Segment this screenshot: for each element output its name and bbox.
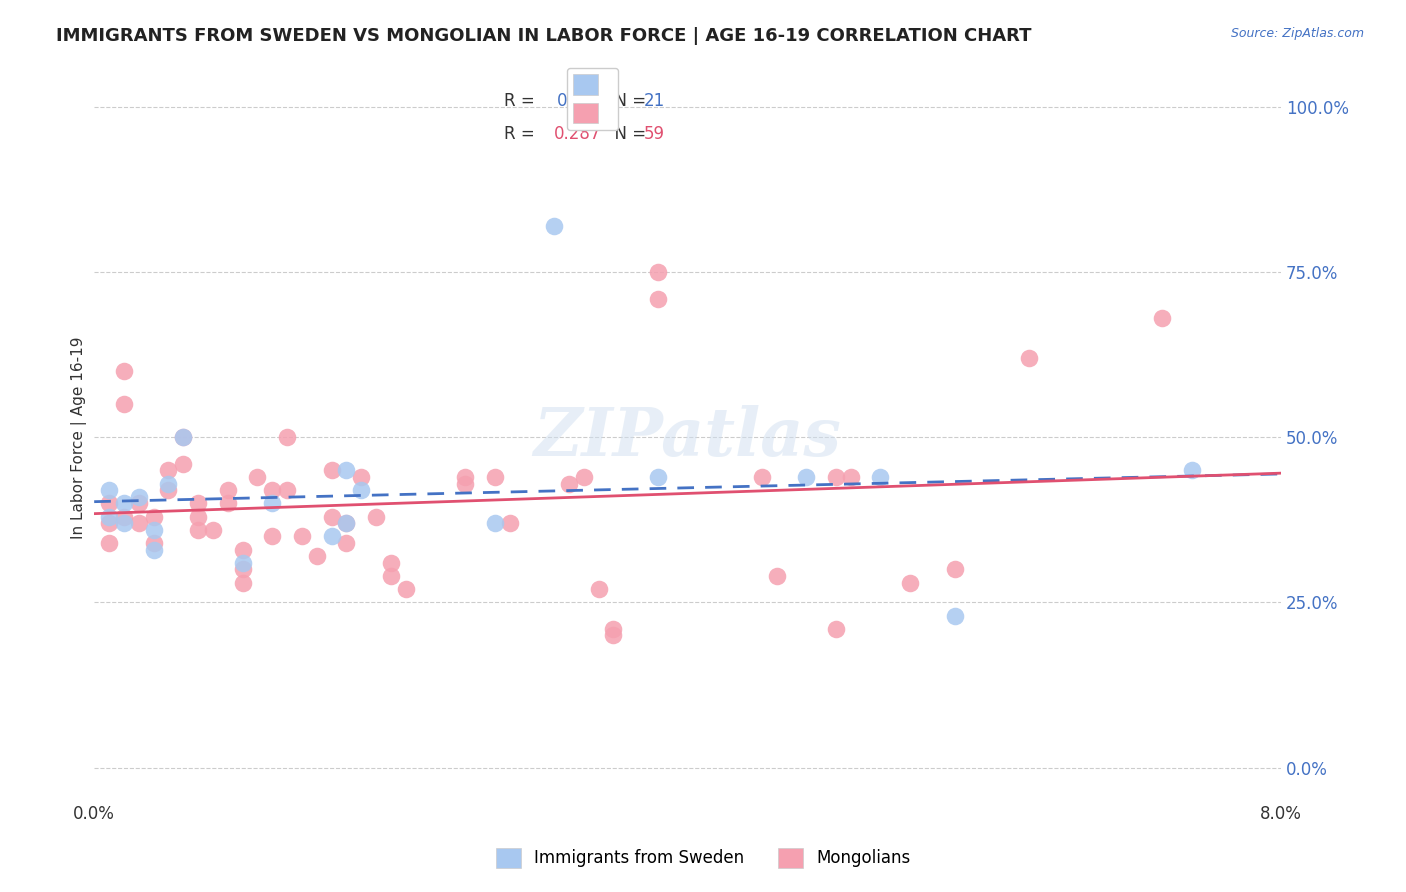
Point	[335, 463, 357, 477]
Point	[128, 496, 150, 510]
Point	[217, 496, 239, 510]
Point	[231, 575, 253, 590]
Text: IMMIGRANTS FROM SWEDEN VS MONGOLIAN IN LABOR FORCE | AGE 16-19 CORRELATION CHART: IMMIGRANTS FROM SWEDEN VS MONGOLIAN IN L…	[56, 27, 1032, 45]
Point	[454, 470, 477, 484]
Point	[765, 569, 787, 583]
Point	[321, 509, 343, 524]
Point	[187, 509, 209, 524]
Point	[305, 549, 328, 564]
Point	[572, 470, 595, 484]
Point	[157, 476, 180, 491]
Point	[187, 496, 209, 510]
Text: 59: 59	[644, 125, 665, 143]
Point	[231, 556, 253, 570]
Point	[142, 542, 165, 557]
Point	[98, 536, 121, 550]
Text: 0.111: 0.111	[557, 92, 605, 110]
Legend: , : ,	[567, 68, 619, 130]
Point	[380, 556, 402, 570]
Point	[943, 562, 966, 576]
Text: R =: R =	[503, 125, 540, 143]
Point	[1018, 351, 1040, 365]
Legend: Immigrants from Sweden, Mongolians: Immigrants from Sweden, Mongolians	[489, 841, 917, 875]
Point	[112, 397, 135, 411]
Point	[217, 483, 239, 497]
Point	[647, 292, 669, 306]
Point	[321, 463, 343, 477]
Point	[484, 516, 506, 530]
Point	[128, 516, 150, 530]
Point	[543, 219, 565, 233]
Point	[98, 496, 121, 510]
Point	[751, 470, 773, 484]
Point	[98, 509, 121, 524]
Point	[794, 470, 817, 484]
Point	[364, 509, 387, 524]
Point	[647, 265, 669, 279]
Point	[112, 509, 135, 524]
Point	[142, 536, 165, 550]
Text: 21: 21	[644, 92, 665, 110]
Point	[588, 582, 610, 597]
Point	[157, 483, 180, 497]
Point	[558, 476, 581, 491]
Point	[231, 542, 253, 557]
Point	[335, 536, 357, 550]
Point	[201, 523, 224, 537]
Point	[898, 575, 921, 590]
Point	[943, 608, 966, 623]
Text: Source: ZipAtlas.com: Source: ZipAtlas.com	[1230, 27, 1364, 40]
Point	[262, 483, 284, 497]
Point	[112, 516, 135, 530]
Text: ZIPatlas: ZIPatlas	[534, 405, 842, 470]
Point	[262, 496, 284, 510]
Point	[484, 470, 506, 484]
Point	[825, 470, 848, 484]
Point	[869, 470, 891, 484]
Point	[498, 516, 520, 530]
Point	[98, 483, 121, 497]
Point	[276, 430, 298, 444]
Point	[262, 529, 284, 543]
Point	[602, 628, 624, 642]
Text: 0.287: 0.287	[554, 125, 600, 143]
Point	[602, 622, 624, 636]
Point	[839, 470, 862, 484]
Point	[291, 529, 314, 543]
Point	[172, 457, 194, 471]
Point	[350, 483, 373, 497]
Text: R =: R =	[503, 92, 546, 110]
Point	[335, 516, 357, 530]
Point	[321, 529, 343, 543]
Point	[98, 516, 121, 530]
Point	[647, 470, 669, 484]
Point	[335, 516, 357, 530]
Point	[380, 569, 402, 583]
Point	[246, 470, 269, 484]
Point	[276, 483, 298, 497]
Point	[142, 523, 165, 537]
Point	[825, 622, 848, 636]
Point	[395, 582, 418, 597]
Text: N =: N =	[605, 125, 652, 143]
Point	[142, 509, 165, 524]
Point	[350, 470, 373, 484]
Point	[112, 364, 135, 378]
Point	[128, 490, 150, 504]
Point	[157, 463, 180, 477]
Point	[1152, 311, 1174, 326]
Y-axis label: In Labor Force | Age 16-19: In Labor Force | Age 16-19	[72, 336, 87, 539]
Point	[112, 496, 135, 510]
Point	[187, 523, 209, 537]
Point	[231, 562, 253, 576]
Point	[172, 430, 194, 444]
Point	[454, 476, 477, 491]
Point	[172, 430, 194, 444]
Point	[1181, 463, 1204, 477]
Text: N =: N =	[605, 92, 652, 110]
